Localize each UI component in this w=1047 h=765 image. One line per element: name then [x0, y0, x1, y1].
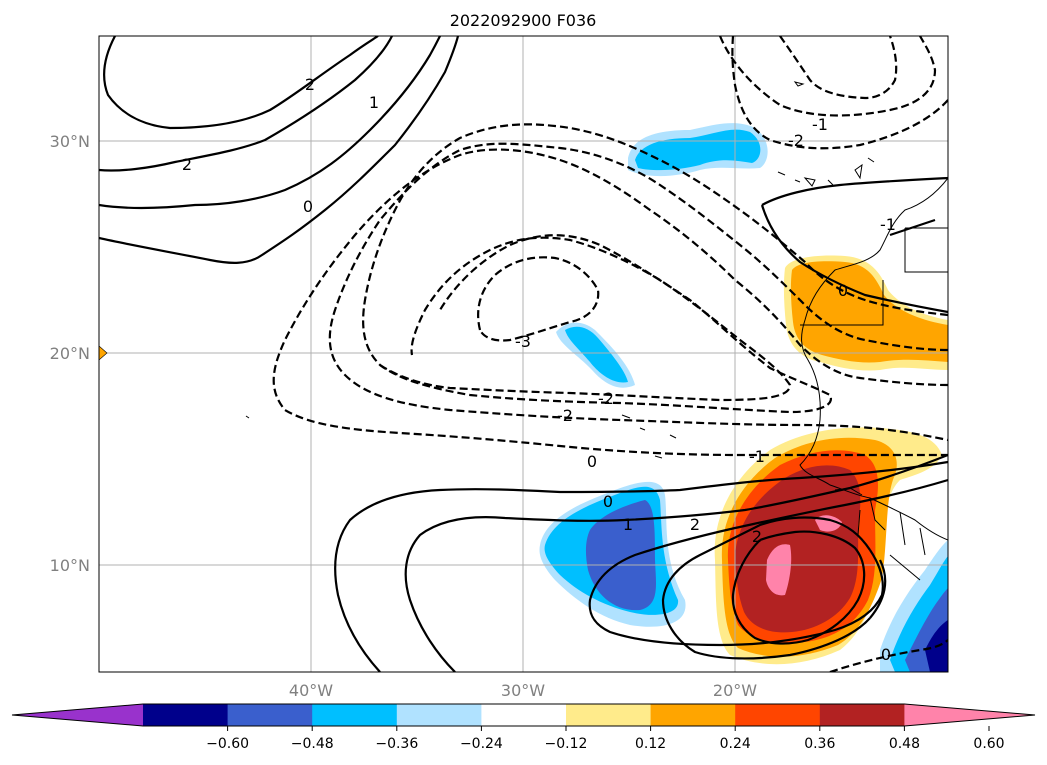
colorbar-segment	[819, 704, 905, 726]
colorbar-tick-label: 0.60	[973, 736, 1004, 752]
shaded-field	[539, 123, 948, 672]
contour-neg-center	[477, 256, 600, 342]
lon-label-40w: 40°W	[289, 681, 333, 700]
colorbar-tick-label: 0.24	[720, 736, 751, 752]
madeira	[793, 81, 805, 87]
lon-label-20w: 20°W	[713, 681, 757, 700]
contour-neg-ne-1	[718, 36, 937, 117]
contour-pos-east-2	[889, 218, 936, 237]
colorbar-segment	[735, 704, 821, 726]
map-panel: 2 1 2 0 -3 -2 -2 -2 0 -1 -1 0 0 1 2 2 -1…	[99, 36, 948, 672]
contour-label: 0	[587, 452, 597, 471]
edge-marker	[99, 345, 108, 361]
canary-islands	[777, 157, 875, 187]
figure-title: 2022092900 F036	[450, 11, 597, 30]
shade-orange-east	[790, 261, 948, 363]
contour-label: -2	[598, 389, 614, 408]
contour-label: 1	[369, 93, 379, 112]
colorbar-extend-low	[12, 704, 143, 726]
colorbar-tick-label: −0.36	[375, 736, 418, 752]
colorbar-tick-label: 0.48	[889, 736, 920, 752]
contour-labels: 2 1 2 0 -3 -2 -2 -2 0 -1 -1 0 0 1 2 2 -1…	[182, 75, 896, 664]
colorbar-tick-label: 0.12	[635, 736, 666, 752]
contour-label: 0	[838, 281, 848, 300]
contour-pos-nw-4	[99, 36, 460, 264]
contour-pos-east	[760, 176, 948, 314]
colorbar-segment	[227, 704, 313, 726]
contour-lines	[99, 36, 948, 672]
colorbar-extend-high	[904, 704, 1035, 726]
contour-label: -1	[812, 115, 828, 134]
contour-label: 2	[305, 75, 315, 94]
contour-label: 0	[603, 492, 613, 511]
colorbar-tick-label: −0.48	[291, 736, 334, 752]
map-frame	[98, 35, 949, 673]
colorbar-segment	[566, 704, 652, 726]
colorbar-segment	[143, 704, 229, 726]
colorbar-tick-label: −0.24	[460, 736, 503, 752]
contour-pos-s-1	[404, 453, 948, 672]
contour-label: 2	[690, 515, 700, 534]
gridlines	[99, 36, 948, 672]
shade-pink-core	[766, 544, 792, 596]
contour-pos-nw-3	[99, 36, 441, 210]
colorbar-tick-label: −0.12	[545, 736, 588, 752]
shade-cyan-north	[635, 129, 761, 171]
colorbar-segment	[650, 704, 736, 726]
contour-label: -1	[749, 447, 765, 466]
contour-neg-2	[328, 142, 948, 442]
contour-pos-s-3	[661, 516, 871, 660]
contour-pos-s-2	[588, 478, 948, 647]
contour-neg-4	[379, 236, 792, 402]
colorbar-tick-label: −0.60	[206, 736, 249, 752]
lat-label-30n: 30°N	[50, 132, 90, 151]
contour-neg-ne-3	[731, 36, 948, 150]
contour-label: -2	[557, 406, 573, 425]
colorbar-tick-label: 0.36	[804, 736, 835, 752]
contour-label: 0	[881, 645, 891, 664]
lat-label-10n: 10°N	[50, 556, 90, 575]
lat-label-20n: 20°N	[50, 344, 90, 363]
colorbar-outline	[11, 703, 1036, 727]
stray-dot	[245, 415, 250, 419]
colorbar-segment	[396, 704, 482, 726]
lon-label-30w: 30°W	[501, 681, 545, 700]
colorbar: −0.60 −0.48 −0.36 −0.24 −0.12 0.12 0.24 0.36 0.4…	[11, 703, 1036, 752]
contour-label: 2	[752, 527, 762, 546]
contour-label: 0	[303, 197, 313, 216]
contour-label: 1	[623, 515, 633, 534]
contour-label: -3	[515, 332, 531, 351]
colorbar-segment	[312, 704, 398, 726]
shade-cyan-mid	[565, 326, 628, 383]
contour-neg-1	[272, 148, 948, 457]
cape-verde	[621, 414, 677, 459]
contour-neg-ne-2	[779, 36, 898, 100]
contour-zero-south	[334, 460, 948, 672]
contour-pos-nw-2	[99, 36, 393, 172]
contour-pos-nw-1	[102, 36, 379, 130]
contour-label: -1	[880, 215, 896, 234]
contour-label: 2	[182, 155, 192, 174]
contour-pos-s-4	[731, 530, 887, 645]
shade-royal-blue-south	[585, 500, 656, 611]
contour-zero-se	[829, 639, 948, 672]
contour-label: -2	[788, 131, 804, 150]
colorbar-segment	[481, 704, 567, 726]
